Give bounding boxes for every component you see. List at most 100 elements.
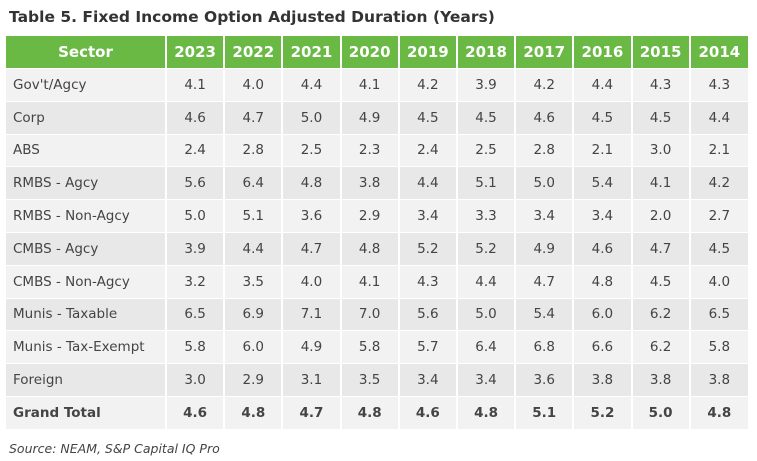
value-cell: 2.8 [223,133,283,167]
value-cell: 4.1 [630,166,690,200]
sector-cell: Munis - Tax-Exempt [6,330,166,364]
value-cell: 3.4 [397,363,457,397]
value-cell: 4.5 [630,100,690,135]
value-cell: 6.4 [223,166,283,200]
column-header-year: 2019 [397,36,457,69]
value-cell: 4.1 [164,68,225,102]
value-cell: 4.7 [281,231,341,266]
value-cell: 4.6 [572,231,632,266]
sector-cell: RMBS - Agcy [6,166,166,200]
value-cell: 5.8 [339,330,399,364]
column-header-year: 2020 [339,36,399,69]
value-cell: 6.9 [223,297,283,331]
table-body: Gov't/Agcy 4.1 4.0 4.4 4.1 4.2 3.9 4.2 4.4 4.3 4.3… [6,68,748,429]
value-cell: 3.3 [455,199,516,233]
value-cell: 5.7 [397,330,457,364]
value-cell: 2.0 [630,199,690,233]
value-cell: 7.0 [339,297,399,331]
value-cell: 7.1 [281,297,341,331]
value-cell: 6.5 [688,297,748,331]
value-cell: 3.8 [688,363,748,397]
table-header-row: Sector 2023 2022 2021 2020 2019 2018 201… [6,36,748,69]
value-cell: 4.4 [688,100,748,135]
value-cell: 4.2 [514,68,574,102]
value-cell: 4.9 [339,100,399,135]
value-cell: 5.1 [514,395,574,429]
column-header-year: 2018 [455,36,516,69]
table-title: Table 5. Fixed Income Option Adjusted Du… [9,8,495,26]
value-cell: 3.9 [164,231,225,266]
value-cell: 2.9 [223,363,283,397]
value-cell: 2.4 [397,133,457,167]
value-cell: 4.9 [281,330,341,364]
value-cell: 5.4 [572,166,632,200]
table-row: RMBS - Agcy 5.6 6.4 4.8 3.8 4.4 5.1 5.0 5.4 4.1 4.… [6,166,748,200]
value-cell: 4.5 [688,231,748,266]
value-cell: 6.0 [223,330,283,364]
value-cell: 4.2 [688,166,748,200]
value-cell: 3.5 [339,363,399,397]
value-cell: 4.7 [630,231,690,266]
value-cell: 6.5 [164,297,225,331]
value-cell: 5.8 [688,330,748,364]
value-cell: 3.4 [572,199,632,233]
value-cell: 6.4 [455,330,516,364]
value-cell: 2.3 [339,133,399,167]
sector-cell: CMBS - Agcy [6,231,166,266]
value-cell: 2.8 [514,133,574,167]
value-cell: 5.0 [164,199,225,233]
value-cell: 4.7 [281,395,341,429]
value-cell: 4.0 [688,264,748,299]
value-cell: 3.1 [281,363,341,397]
duration-table-container: Sector 2023 2022 2021 2020 2019 2018 201… [6,36,748,429]
table-row: CMBS - Non-Agcy 3.2 3.5 4.0 4.1 4.3 4.4 4.7 4.8 4… [6,264,748,299]
value-cell: 6.2 [630,330,690,364]
value-cell: 5.2 [455,231,516,266]
value-cell: 4.4 [455,264,516,299]
table-row: Foreign 3.0 2.9 3.1 3.5 3.4 3.4 3.6 3.8 3.8 3.8 [6,363,748,397]
column-header-year: 2015 [630,36,690,69]
column-header-year: 2021 [281,36,341,69]
value-cell: 4.8 [339,395,399,429]
value-cell: 2.5 [281,133,341,167]
value-cell: 2.4 [164,133,225,167]
value-cell: 4.2 [397,68,457,102]
value-cell: 4.8 [223,395,283,429]
sector-cell: Foreign [6,363,166,397]
column-header-year: 2016 [572,36,632,69]
value-cell: 3.0 [630,133,690,167]
value-cell: 4.8 [688,395,748,429]
value-cell: 2.7 [688,199,748,233]
value-cell: 4.0 [281,264,341,299]
value-cell: 2.1 [688,133,748,167]
sector-cell: CMBS - Non-Agcy [6,264,166,299]
value-cell: 5.6 [164,166,225,200]
value-cell: 2.5 [455,133,516,167]
value-cell: 5.8 [164,330,225,364]
value-cell: 2.9 [339,199,399,233]
duration-table: Sector 2023 2022 2021 2020 2019 2018 201… [6,36,748,429]
value-cell: 4.5 [572,100,632,135]
value-cell: 4.8 [455,395,516,429]
value-cell: 5.0 [281,100,341,135]
value-cell: 6.0 [572,297,632,331]
table-row: Munis - Tax-Exempt 5.8 6.0 4.9 5.8 5.7 6.4 6.8 6… [6,330,748,364]
value-cell: 5.0 [514,166,574,200]
value-cell: 5.6 [397,297,457,331]
column-header-year: 2022 [223,36,283,69]
sector-cell: ABS [6,133,166,167]
value-cell: 3.2 [164,264,225,299]
sector-cell: Corp [6,100,166,135]
value-cell: 5.2 [572,395,632,429]
value-cell: 3.5 [223,264,283,299]
table-row: RMBS - Non-Agcy 5.0 5.1 3.6 2.9 3.4 3.3 3.4 3.4 2… [6,199,748,233]
value-cell: 4.3 [397,264,457,299]
value-cell: 3.4 [514,199,574,233]
value-cell: 4.8 [572,264,632,299]
table-row: Munis - Taxable 6.5 6.9 7.1 7.0 5.6 5.0 5.4 6.0 6… [6,297,748,331]
column-header-year: 2014 [688,36,748,69]
value-cell: 3.4 [455,363,516,397]
grand-total-row: Grand Total 4.6 4.8 4.7 4.8 4.6 4.8 5.1 5.2 5.0 4.… [6,395,748,429]
value-cell: 4.8 [281,166,341,200]
value-cell: 3.8 [630,363,690,397]
